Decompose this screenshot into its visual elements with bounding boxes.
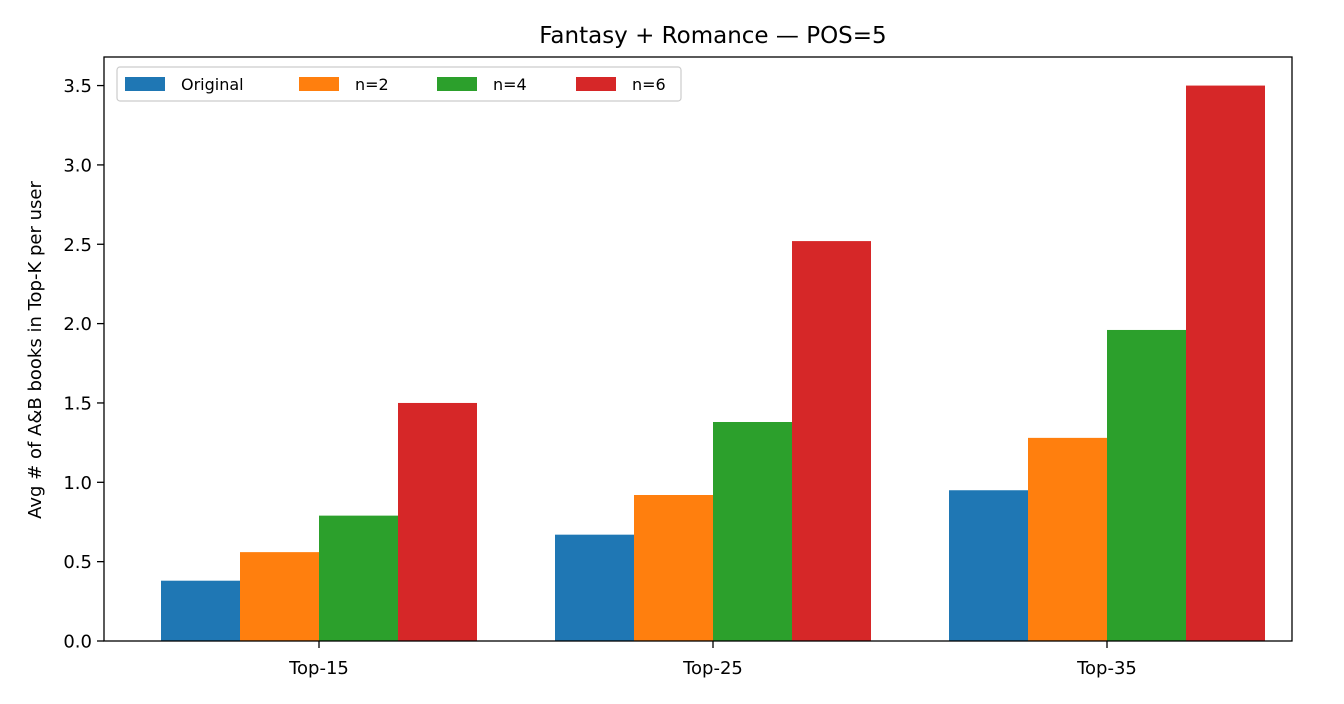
legend-label: n=6: [632, 75, 666, 94]
legend: Original n=2 n=4 n=6: [116, 66, 682, 102]
legend-swatch: [576, 77, 616, 91]
bar-n2-top-35: [1028, 437, 1107, 641]
plot-frame: [103, 56, 1293, 642]
legend-label: n=2: [355, 75, 389, 94]
bar-n4-top-15: [319, 515, 398, 641]
y-tick-label: 1.5: [63, 393, 92, 414]
bar-original-top-15: [161, 580, 240, 641]
x-tick-label: Top-35: [1076, 658, 1137, 679]
y-tick-label: 0.5: [63, 552, 92, 573]
bar-n6-top-15: [398, 402, 477, 641]
legend-label: n=4: [493, 75, 527, 94]
y-tick-label: 1.0: [63, 473, 92, 494]
y-axis-ticks: 0.0 0.5 1.0 1.5 2.0 2.5 3.0 3.5: [63, 76, 104, 653]
legend-swatch: [125, 77, 165, 91]
bar-original-top-35: [949, 490, 1028, 641]
bar-original-top-25: [555, 534, 634, 641]
bar-n4-top-25: [713, 422, 792, 641]
legend-box: [116, 66, 682, 102]
legend-label: Original: [181, 75, 244, 94]
bar-n2-top-25: [634, 495, 713, 641]
legend-swatch: [299, 77, 339, 91]
legend-swatch: [437, 77, 477, 91]
y-tick-label: 2.5: [63, 235, 92, 256]
bar-n6-top-35: [1186, 85, 1265, 641]
x-tick-label: Top-15: [288, 658, 349, 679]
y-tick-label: 0.0: [63, 632, 92, 653]
bar-n2-top-15: [240, 552, 319, 641]
y-tick-label: 2.0: [63, 314, 92, 335]
chart-title: Fantasy + Romance — POS=5: [539, 23, 886, 49]
y-axis-label: Avg # of A&B books in Top-K per user: [25, 181, 46, 519]
bar-n4-top-35: [1107, 329, 1186, 641]
bars-group: [161, 85, 1265, 641]
x-tick-label: Top-25: [682, 658, 743, 679]
y-tick-label: 3.5: [63, 76, 92, 97]
y-tick-label: 3.0: [63, 155, 92, 176]
x-axis-ticks: Top-15 Top-25 Top-35: [288, 641, 1137, 679]
bar-n6-top-25: [792, 241, 871, 641]
